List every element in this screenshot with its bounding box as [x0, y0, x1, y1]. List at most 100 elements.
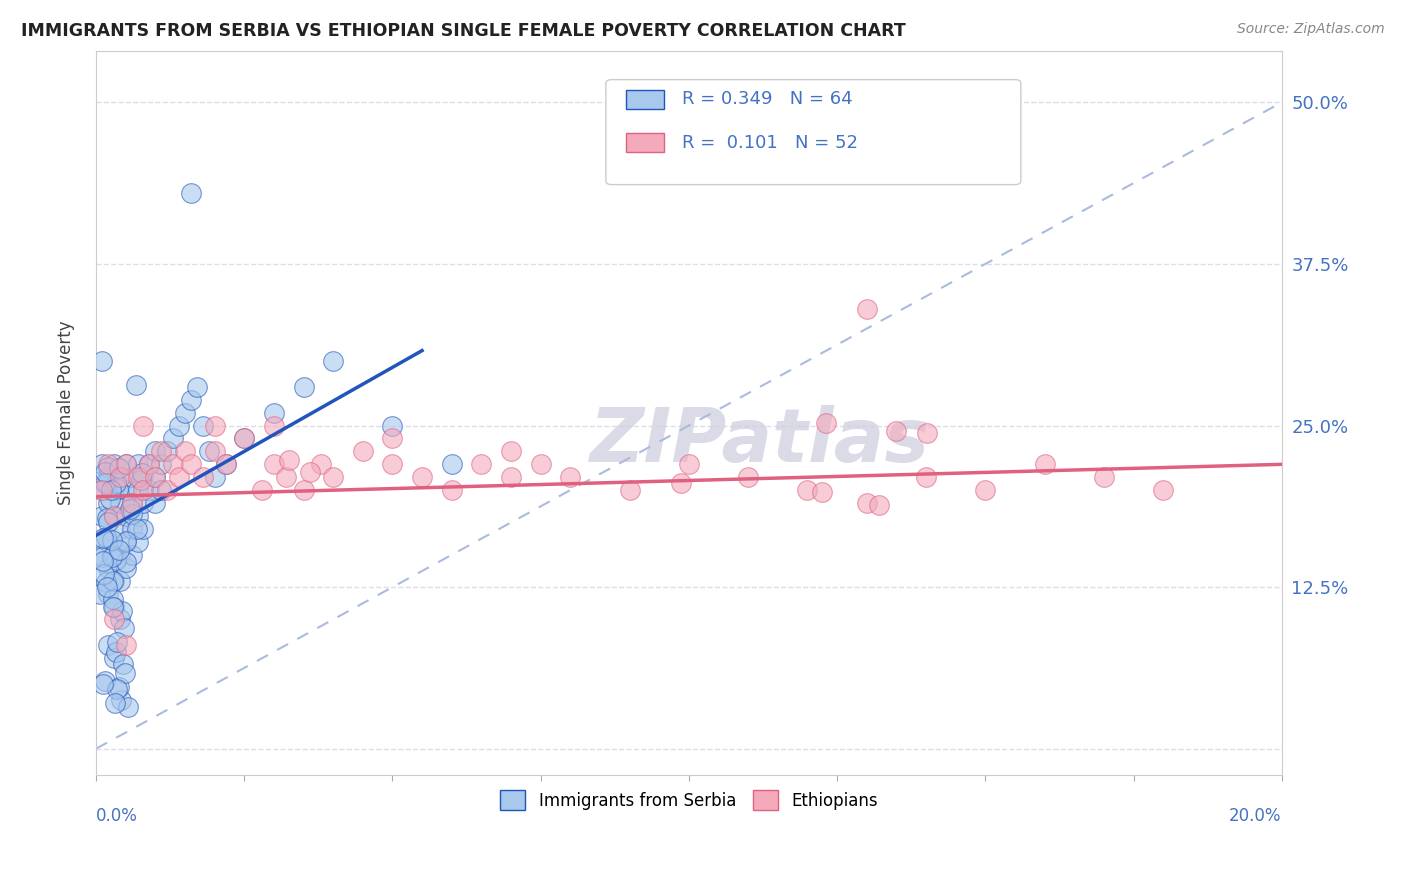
Point — [174, 444, 197, 458]
Point — [132, 483, 155, 498]
Point — [868, 498, 890, 512]
Point — [103, 509, 125, 524]
Point — [191, 418, 214, 433]
Point — [105, 634, 128, 648]
Point — [470, 458, 492, 472]
Point — [915, 470, 938, 484]
Point — [121, 470, 143, 484]
Point — [150, 444, 173, 458]
Point — [117, 700, 139, 714]
Point — [91, 548, 114, 562]
Point — [811, 485, 834, 500]
Point — [855, 302, 877, 317]
Point — [108, 548, 131, 562]
Point — [274, 470, 297, 484]
Point — [915, 425, 938, 440]
Point — [104, 645, 127, 659]
Point — [107, 681, 129, 695]
Point — [101, 533, 124, 547]
Text: ZIPatlas: ZIPatlas — [591, 405, 929, 478]
Point — [104, 476, 127, 491]
Point — [91, 483, 114, 498]
Point — [156, 483, 179, 498]
Point — [855, 496, 877, 510]
Point — [737, 470, 759, 484]
Point — [121, 496, 143, 510]
Point — [127, 470, 149, 484]
Point — [884, 425, 907, 439]
Point — [101, 591, 124, 606]
Point — [678, 458, 700, 472]
Point — [440, 458, 463, 472]
Point — [127, 535, 149, 549]
Point — [114, 458, 136, 472]
Point — [215, 458, 238, 472]
Point — [292, 483, 315, 498]
Point — [103, 458, 125, 472]
Point — [263, 418, 285, 433]
Point — [250, 483, 273, 498]
Text: R = 0.349   N = 64: R = 0.349 N = 64 — [682, 90, 852, 108]
Point — [311, 458, 333, 472]
Point — [322, 470, 344, 484]
Point — [263, 406, 285, 420]
Point — [150, 458, 173, 472]
Text: 20.0%: 20.0% — [1229, 807, 1282, 825]
Point — [278, 453, 301, 467]
Point — [974, 483, 997, 498]
Point — [197, 444, 219, 458]
Point — [138, 458, 160, 472]
Point — [107, 682, 129, 697]
Point — [101, 599, 124, 614]
Point — [89, 587, 111, 601]
Point — [143, 496, 166, 510]
Point — [1092, 470, 1115, 484]
Point — [120, 501, 142, 516]
Point — [233, 432, 256, 446]
Point — [91, 554, 114, 568]
FancyBboxPatch shape — [626, 134, 664, 152]
Point — [108, 470, 131, 484]
Point — [132, 418, 155, 433]
Point — [121, 522, 143, 536]
Legend: Immigrants from Serbia, Ethiopians: Immigrants from Serbia, Ethiopians — [494, 783, 884, 817]
Point — [114, 509, 136, 524]
Point — [180, 186, 202, 200]
Point — [167, 470, 190, 484]
Point — [299, 465, 322, 479]
Point — [114, 638, 136, 652]
Point — [101, 574, 124, 589]
Point — [191, 470, 214, 484]
Point — [111, 604, 134, 618]
Point — [215, 458, 238, 472]
Point — [411, 470, 433, 484]
Point — [121, 496, 143, 510]
Point — [1152, 483, 1174, 498]
Point — [381, 432, 404, 446]
Point — [104, 696, 127, 710]
Text: IMMIGRANTS FROM SERBIA VS ETHIOPIAN SINGLE FEMALE POVERTY CORRELATION CHART: IMMIGRANTS FROM SERBIA VS ETHIOPIAN SING… — [21, 22, 905, 40]
Point — [94, 574, 117, 589]
Point — [97, 638, 120, 652]
Point — [107, 482, 129, 496]
Point — [499, 470, 522, 484]
Point — [127, 458, 149, 472]
Point — [167, 418, 190, 433]
Y-axis label: Single Female Poverty: Single Female Poverty — [58, 320, 75, 505]
Point — [114, 533, 136, 548]
Point — [138, 458, 160, 472]
Text: R =  0.101   N = 52: R = 0.101 N = 52 — [682, 134, 858, 152]
Point — [103, 612, 125, 626]
Point — [94, 475, 117, 490]
Point — [93, 567, 115, 582]
Point — [263, 458, 285, 472]
Point — [440, 483, 463, 498]
Point — [91, 483, 114, 498]
Point — [669, 476, 692, 491]
Point — [127, 522, 149, 536]
Point — [292, 380, 315, 394]
Point — [108, 522, 131, 536]
Point — [103, 548, 125, 562]
Point — [104, 553, 127, 567]
Point — [94, 465, 117, 479]
